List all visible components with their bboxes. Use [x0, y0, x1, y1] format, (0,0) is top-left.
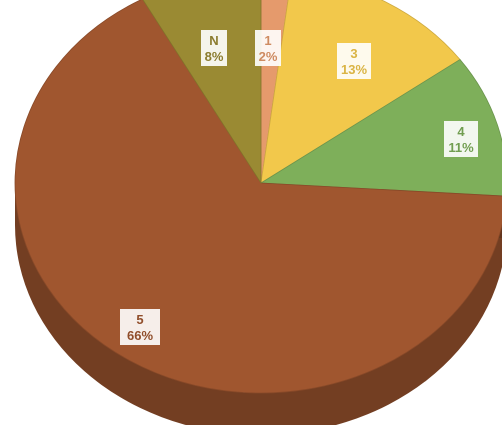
pie-slice-3 [260, 0, 461, 184]
data-label-percent: 11% [448, 140, 474, 155]
data-label-category: 3 [350, 46, 357, 61]
data-label-percent: 8% [205, 49, 224, 64]
pie-slice-4 [259, 59, 502, 197]
data-label-percent: 2% [259, 49, 278, 64]
pie-labels: 12% 313% 411% 566% N8% [120, 30, 478, 345]
data-label-box [337, 43, 371, 79]
data-label-category: 4 [457, 124, 465, 139]
data-label-box [255, 30, 281, 66]
data-label-5: 566% [120, 309, 160, 345]
data-label-percent: 66% [127, 328, 153, 343]
data-label-1: 12% [255, 30, 281, 66]
data-label-category: 1 [264, 33, 271, 48]
data-label-box [201, 30, 227, 66]
data-label-percent: 13% [341, 62, 367, 77]
pie-slice-N [142, 0, 262, 185]
data-label-category: 5 [136, 312, 143, 327]
data-label-box [120, 309, 160, 345]
pie-slice-5 [14, 0, 502, 394]
data-label-box [444, 121, 478, 157]
data-label-3: 313% [337, 43, 371, 79]
data-label-category: N [209, 33, 218, 48]
pie-slices [14, 0, 502, 394]
data-label-4: 411% [444, 121, 478, 157]
data-label-N: N8% [201, 30, 227, 66]
